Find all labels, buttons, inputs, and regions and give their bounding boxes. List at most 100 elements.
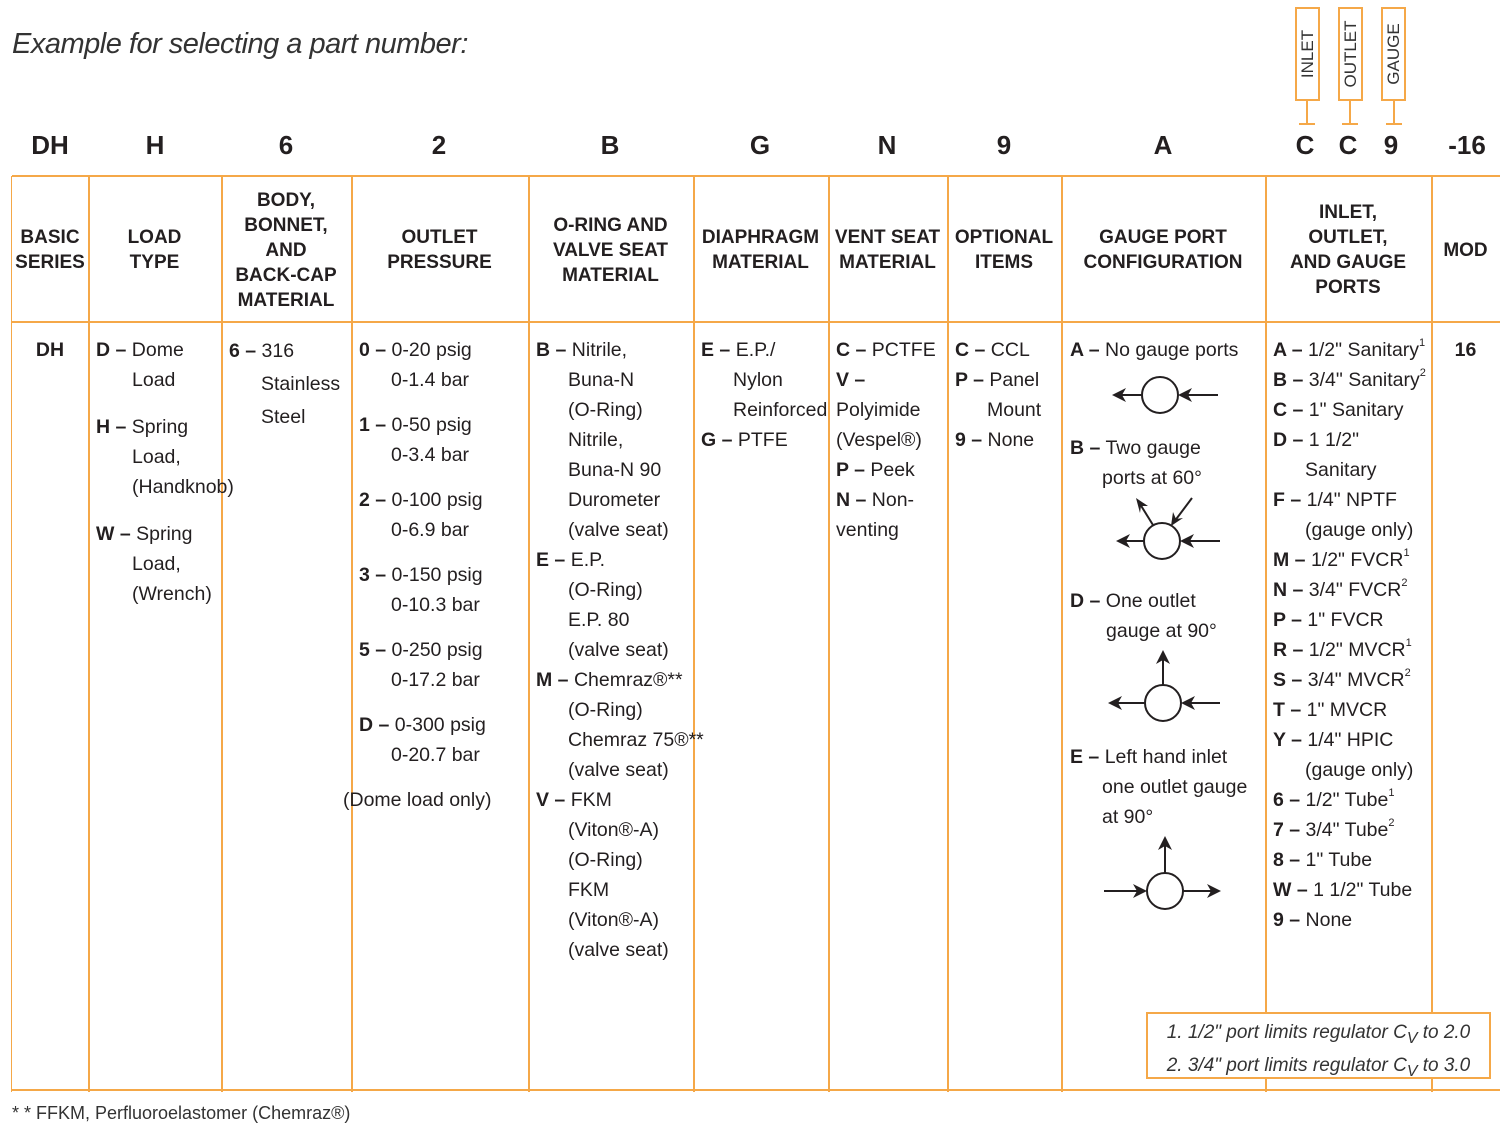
option-code: C – bbox=[1273, 399, 1304, 421]
option-entry: 9 – None bbox=[1273, 905, 1426, 935]
option-text: Stainless bbox=[261, 373, 341, 395]
option-text: one outlet gauge bbox=[1102, 776, 1248, 798]
option-code: 7 – bbox=[1273, 819, 1301, 841]
column-header: VENT SEAT MATERIAL bbox=[828, 178, 947, 322]
column-header-label: BASIC SERIES bbox=[15, 227, 85, 273]
option-entry: (Dome load only) bbox=[343, 785, 491, 815]
option-text: Chemraz 75®** bbox=[568, 729, 704, 751]
option-text: E.P. bbox=[570, 549, 606, 571]
option-text: (valve seat) bbox=[568, 639, 669, 661]
option-text: (O-Ring) bbox=[568, 849, 643, 871]
option-code: B – bbox=[536, 339, 567, 361]
column-header: OPTIONAL ITEMS bbox=[947, 178, 1061, 322]
column-divider bbox=[1061, 176, 1063, 1092]
option-entry: 6 – 316 Stainless Steel bbox=[229, 335, 340, 434]
option-text: (valve seat) bbox=[568, 939, 669, 961]
option-code: 8 – bbox=[1273, 849, 1301, 871]
option-text: 1 1/2" bbox=[1308, 429, 1360, 451]
option-code: D – bbox=[1070, 590, 1101, 612]
option-entry: B – 3/4" Sanitary2 bbox=[1273, 365, 1426, 395]
part-code-segment: 2 bbox=[431, 130, 447, 160]
column-header-label: OUTLET PRESSURE bbox=[387, 227, 492, 273]
column-header-label: O-RING AND VALVE SEAT MATERIAL bbox=[552, 214, 669, 286]
option-code: E – bbox=[536, 549, 566, 571]
footnote-text: 2. 3/4" port limits regulator C bbox=[1166, 1054, 1407, 1076]
option-code: 0 – bbox=[359, 339, 387, 361]
option-text: 3/4" Tube bbox=[1305, 819, 1389, 841]
part-code-segment: 6 bbox=[278, 130, 294, 160]
footnote-ref: 1 bbox=[1419, 337, 1426, 349]
option-code: P – bbox=[836, 459, 865, 481]
option-text: 1" Tube bbox=[1305, 849, 1373, 871]
option-text: (Viton®-A) bbox=[568, 909, 659, 931]
option-code: W – bbox=[96, 523, 131, 545]
option-code: M – bbox=[536, 669, 569, 691]
column-options: 0 – 0-20 psig 0-1.4 bar 1 – 0-50 psig 0-3.4… bbox=[343, 335, 491, 830]
option-code: C – bbox=[836, 339, 867, 361]
column-options: 6 – 316 Stainless Steel bbox=[229, 335, 340, 434]
option-entry: N – 3/4" FVCR2 bbox=[1273, 575, 1426, 605]
option-code: R – bbox=[1273, 639, 1304, 661]
option-text: 0-250 psig bbox=[391, 639, 483, 661]
option-text: (valve seat) bbox=[568, 759, 669, 781]
footnote-text: to 3.0 bbox=[1417, 1054, 1471, 1076]
gauge-label: GAUGE bbox=[1383, 23, 1403, 85]
option-text: (O-Ring) bbox=[568, 579, 643, 601]
option-entry: H – Spring Load, (Handknob) bbox=[96, 412, 234, 502]
option-text: 0-1.4 bar bbox=[391, 369, 470, 391]
option-text: Nitrile, bbox=[571, 339, 628, 361]
option-text: CCL bbox=[990, 339, 1030, 361]
column-options: E – E.P./Nylon Reinforced G – PTFE bbox=[701, 335, 827, 455]
option-text: Panel bbox=[989, 369, 1040, 391]
column-divider bbox=[221, 176, 223, 1092]
part-code-segment: A bbox=[1153, 130, 1173, 160]
cv-footnotes-box: 1. 1/2" port limits regulator CV to 2.0 … bbox=[1146, 1012, 1491, 1080]
part-code-segment: G bbox=[749, 130, 771, 160]
column-options: A – 1/2" Sanitary1 B – 3/4" Sanitary2 C – … bbox=[1273, 335, 1426, 935]
option-text: Nitrile, bbox=[568, 429, 624, 451]
column-header: OUTLET PRESSURE bbox=[351, 178, 528, 322]
option-text: 1/4" NPTF bbox=[1306, 489, 1397, 511]
option-text: Load, bbox=[132, 446, 181, 468]
column-header: BODY, BONNET, AND BACK-CAP MATERIAL bbox=[221, 178, 351, 322]
option-code: 6 – bbox=[1273, 789, 1301, 811]
column-divider bbox=[693, 176, 695, 1092]
column-divider bbox=[947, 176, 949, 1092]
column-header: DIAPHRAGM MATERIAL bbox=[693, 178, 828, 322]
option-entry: V – Polyimide (Vespel®) bbox=[836, 365, 936, 455]
option-text: Mount bbox=[987, 399, 1042, 421]
option-code: M – bbox=[1273, 549, 1306, 571]
option-entry: R – 1/2" MVCR1 bbox=[1273, 635, 1426, 665]
option-text: Chemraz®** bbox=[573, 669, 683, 691]
option-entry: Y – 1/4" HPIC (gauge only) bbox=[1273, 725, 1426, 785]
option-text: 1" Sanitary bbox=[1308, 399, 1404, 421]
column-header-label: MOD bbox=[1443, 239, 1488, 261]
table-left-border bbox=[11, 176, 12, 1092]
gauge-option-a: A – No gauge ports bbox=[1070, 335, 1238, 365]
option-text: One outlet bbox=[1105, 590, 1196, 612]
inlet-label: INLET bbox=[1297, 29, 1317, 79]
outlet-label-box: OUTLET bbox=[1338, 7, 1363, 101]
option-entry: 3 – 0-150 psig 0-10.3 bar bbox=[359, 560, 491, 620]
footnote-ref: 1 bbox=[1405, 637, 1412, 649]
option-code: DH bbox=[35, 339, 65, 361]
option-entry: W – Spring Load, (Wrench) bbox=[96, 519, 234, 609]
option-code: A – bbox=[1070, 339, 1100, 361]
option-code: F – bbox=[1273, 489, 1302, 511]
footnote-ref: 2 bbox=[1419, 367, 1426, 379]
part-code-segment: C bbox=[1338, 130, 1358, 160]
option-code: 6 – bbox=[229, 340, 257, 362]
option-code: N – bbox=[836, 489, 867, 511]
option-text: Spring bbox=[136, 523, 193, 545]
column-options: B – Nitrile, Buna-N (O-Ring) Nitrile, Buna-N… bbox=[536, 335, 704, 965]
option-entry: 7 – 3/4" Tube2 bbox=[1273, 815, 1426, 845]
column-header-label: BODY, BONNET, AND BACK-CAP MATERIAL bbox=[235, 189, 337, 311]
option-code: 9 – bbox=[955, 429, 983, 451]
option-entry: C – 1" Sanitary bbox=[1273, 395, 1426, 425]
option-code: 2 – bbox=[359, 489, 387, 511]
option-entry: T – 1" MVCR bbox=[1273, 695, 1426, 725]
header-divider bbox=[12, 321, 1500, 323]
option-entry: G – PTFE bbox=[701, 425, 827, 455]
option-text: 1" FVCR bbox=[1307, 609, 1384, 631]
option-code: D – bbox=[96, 339, 127, 361]
